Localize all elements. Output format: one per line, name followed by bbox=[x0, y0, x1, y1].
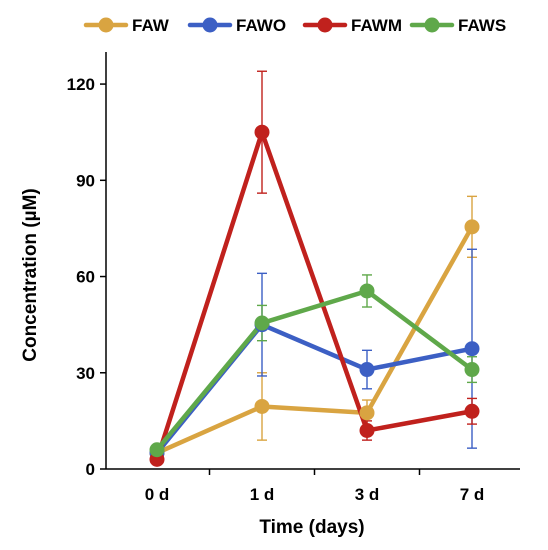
data-point-faw bbox=[464, 219, 480, 235]
x-tick-label: 3 d bbox=[355, 485, 380, 504]
y-ticks: 0 30 60 90 120 bbox=[67, 75, 106, 479]
legend-swatch-marker bbox=[317, 17, 333, 33]
y-tick-label: 90 bbox=[76, 171, 95, 190]
y-tick-label: 0 bbox=[86, 460, 95, 479]
series-lines bbox=[154, 129, 475, 462]
y-tick-label: 60 bbox=[76, 268, 95, 287]
series-line-fawm bbox=[154, 129, 475, 462]
data-point-fawo bbox=[464, 341, 480, 357]
legend-swatch-marker bbox=[424, 17, 440, 33]
data-point-faw bbox=[359, 405, 375, 421]
error-bars bbox=[152, 70, 477, 464]
data-point-faws bbox=[254, 315, 270, 331]
series-markers bbox=[149, 124, 480, 467]
data-point-fawm bbox=[359, 423, 375, 439]
data-point-fawm bbox=[464, 403, 480, 419]
data-point-faws bbox=[149, 442, 165, 458]
data-point-fawm bbox=[254, 124, 270, 140]
data-point-faws bbox=[464, 362, 480, 378]
x-tick-label: 1 d bbox=[250, 485, 275, 504]
legend-swatch-marker bbox=[202, 17, 218, 33]
series-line-faws bbox=[154, 288, 475, 453]
legend-label: FAWO bbox=[236, 16, 286, 35]
legend-swatch-marker bbox=[98, 17, 114, 33]
y-tick-label: 30 bbox=[76, 364, 95, 383]
legend-label: FAWS bbox=[458, 16, 506, 35]
x-axis-title: Time (days) bbox=[259, 517, 364, 538]
x-tick-label: 0 d bbox=[145, 485, 170, 504]
x-ticks: 0 d 1 d 3 d 7 d bbox=[145, 469, 485, 504]
y-axis-title: Concentration (µM) bbox=[20, 188, 41, 362]
y-tick-label: 120 bbox=[67, 75, 95, 94]
data-point-faw bbox=[254, 398, 270, 414]
legend-label: FAW bbox=[132, 16, 170, 35]
legend-item-faw: FAW bbox=[83, 16, 170, 35]
legend-item-fawm: FAWM bbox=[302, 16, 402, 35]
legend-item-faws: FAWS bbox=[409, 16, 506, 35]
x-tick-label: 7 d bbox=[460, 485, 485, 504]
data-point-fawo bbox=[359, 362, 375, 378]
legend-label: FAWM bbox=[351, 16, 402, 35]
legend-item-fawo: FAWO bbox=[187, 16, 286, 35]
data-point-faws bbox=[359, 283, 375, 299]
series-line-faw bbox=[154, 224, 475, 456]
legend: FAW FAWO FAWM FAWS bbox=[83, 16, 506, 35]
